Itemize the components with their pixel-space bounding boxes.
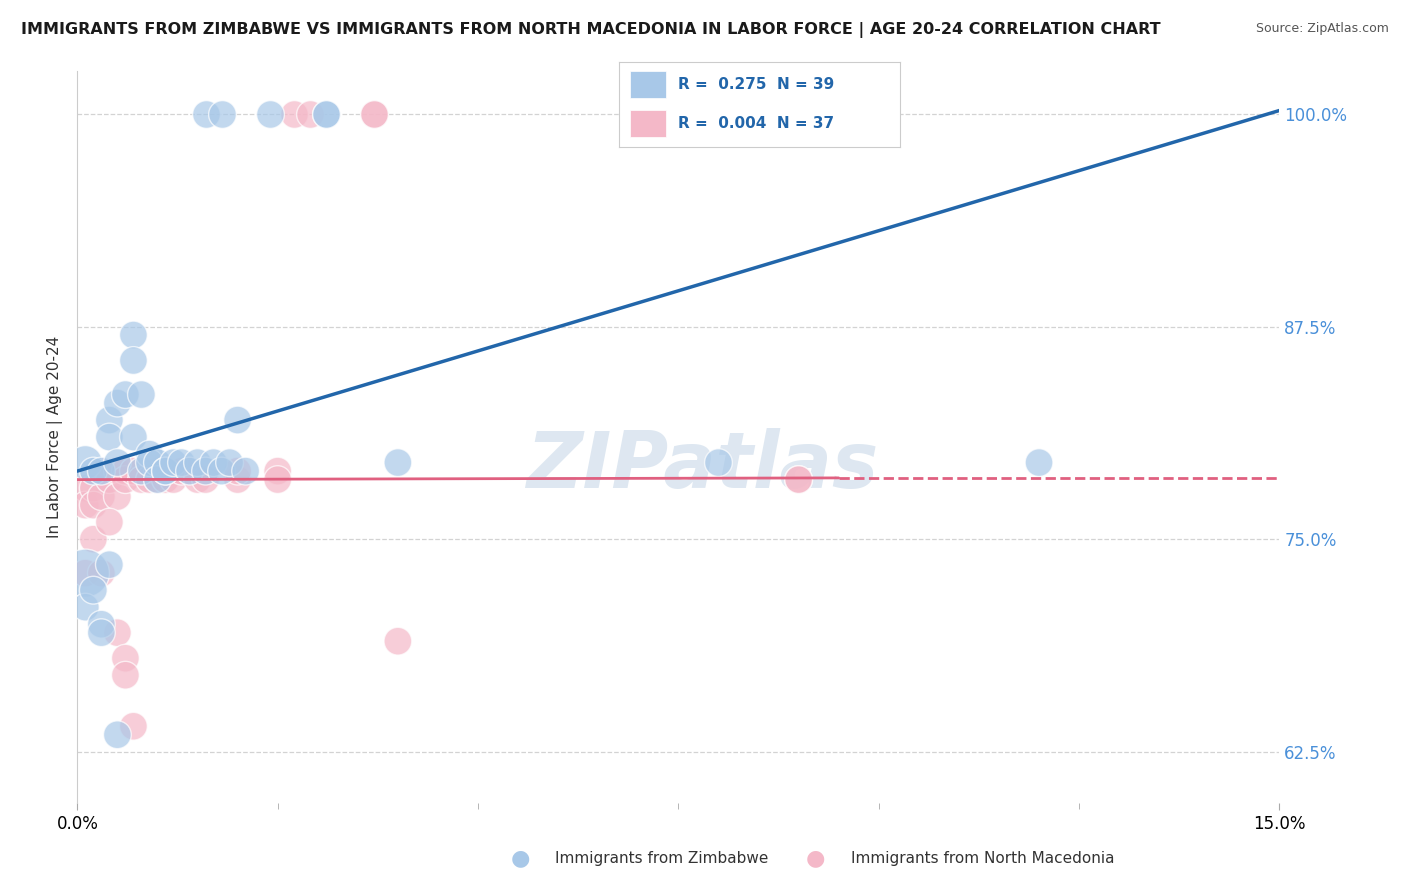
Point (131, 473, 153, 487)
Point (90, 625, 112, 640)
Text: ●: ● (510, 848, 530, 868)
Point (387, 456, 409, 470)
Point (138, 473, 160, 487)
Point (170, 456, 193, 470)
Point (146, 464, 169, 478)
Text: R =  0.004  N = 37: R = 0.004 N = 37 (678, 116, 834, 131)
Text: Source: ZipAtlas.com: Source: ZipAtlas.com (1256, 22, 1389, 36)
Bar (630, 71, 666, 98)
Point (226, 473, 249, 487)
Point (98, 515, 121, 529)
Point (1028, 456, 1050, 470)
Point (155, 464, 177, 478)
Point (787, 473, 810, 487)
Point (90, 490, 112, 504)
Point (114, 668, 136, 682)
Point (298, 107, 321, 121)
Point (162, 456, 184, 470)
Point (194, 464, 217, 478)
Point (315, 107, 337, 121)
Point (90, 566, 112, 581)
Point (194, 473, 217, 487)
Point (155, 464, 177, 478)
Point (387, 634, 409, 648)
Point (138, 456, 160, 470)
Point (155, 473, 177, 487)
Text: Immigrants from Zimbabwe: Immigrants from Zimbabwe (555, 851, 769, 865)
Y-axis label: In Labor Force | Age 20-24: In Labor Force | Age 20-24 (48, 336, 63, 538)
Point (107, 396, 129, 410)
Point (146, 473, 169, 487)
Point (114, 473, 136, 487)
Point (75, 456, 97, 470)
Point (98, 413, 121, 427)
Point (226, 464, 249, 478)
Point (98, 473, 121, 487)
Point (107, 464, 129, 478)
Point (179, 464, 201, 478)
Point (75, 566, 97, 581)
Point (707, 456, 730, 470)
Point (138, 447, 160, 461)
Point (235, 464, 257, 478)
Point (107, 456, 129, 470)
Point (75, 481, 97, 495)
Point (82, 583, 104, 598)
Point (186, 473, 209, 487)
Point (186, 456, 209, 470)
Point (75, 566, 97, 581)
Point (122, 430, 145, 444)
Point (98, 430, 121, 444)
Point (202, 456, 225, 470)
Point (267, 473, 290, 487)
Point (211, 107, 233, 121)
Point (107, 728, 129, 742)
Point (82, 532, 104, 546)
Point (98, 558, 121, 572)
Point (259, 107, 281, 121)
Point (114, 387, 136, 401)
Point (90, 617, 112, 632)
Point (82, 464, 104, 478)
Point (194, 107, 217, 121)
Point (75, 498, 97, 512)
Point (131, 387, 153, 401)
Text: ●: ● (806, 848, 825, 868)
Point (107, 625, 129, 640)
Point (82, 498, 104, 512)
Point (211, 464, 233, 478)
Point (363, 107, 385, 121)
Text: Immigrants from North Macedonia: Immigrants from North Macedonia (851, 851, 1114, 865)
Point (131, 464, 153, 478)
Point (90, 464, 112, 478)
Point (90, 464, 112, 478)
Point (114, 651, 136, 665)
Point (363, 107, 385, 121)
Point (122, 719, 145, 733)
Point (179, 464, 201, 478)
Text: ZIPatlas: ZIPatlas (526, 428, 879, 504)
Point (162, 473, 184, 487)
Point (787, 473, 810, 487)
Point (315, 107, 337, 121)
Point (146, 473, 169, 487)
Point (82, 481, 104, 495)
Text: IMMIGRANTS FROM ZIMBABWE VS IMMIGRANTS FROM NORTH MACEDONIA IN LABOR FORCE | AGE: IMMIGRANTS FROM ZIMBABWE VS IMMIGRANTS F… (21, 22, 1161, 38)
Point (75, 600, 97, 615)
Text: R =  0.275  N = 39: R = 0.275 N = 39 (678, 77, 834, 92)
Point (122, 464, 145, 478)
Point (226, 413, 249, 427)
Point (218, 456, 240, 470)
Point (122, 328, 145, 343)
Point (283, 107, 305, 121)
Bar (630, 110, 666, 137)
Point (107, 490, 129, 504)
Point (114, 464, 136, 478)
Point (146, 456, 169, 470)
Point (170, 464, 193, 478)
Point (267, 464, 290, 478)
Point (122, 353, 145, 368)
